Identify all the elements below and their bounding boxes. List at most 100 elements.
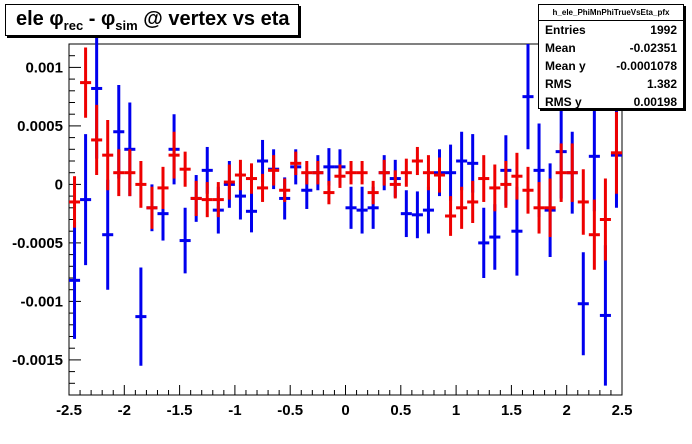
data-point (345, 161, 357, 185)
data-point (290, 151, 302, 176)
data-point (201, 182, 213, 218)
stats-row-mean: Mean -0.02351 (539, 39, 683, 57)
data-point (378, 159, 390, 186)
stats-box: h_ele_PhiMnPhiTrueVsEta_pfx Entries 1992 … (538, 4, 684, 109)
x-tick-label: -1.5 (167, 402, 193, 419)
data-marks (69, 18, 622, 386)
x-tick-label: -2 (118, 402, 131, 419)
stats-value: 1.382 (646, 77, 677, 91)
data-point (478, 155, 490, 202)
data-point (345, 186, 357, 229)
y-tick-label: -0.001 (20, 293, 63, 310)
x-tick-label: 2 (563, 402, 571, 419)
stats-value: -0.02351 (629, 41, 677, 55)
data-point (456, 131, 468, 191)
data-point (588, 101, 600, 212)
data-point (179, 207, 191, 274)
data-point (411, 191, 423, 239)
title-phi-rec: φ (49, 8, 64, 30)
title-prefix: ele (16, 8, 50, 30)
data-point (69, 221, 81, 339)
stats-label: RMS (545, 77, 572, 91)
data-point (102, 179, 114, 290)
data-point (555, 143, 567, 202)
data-point (146, 186, 158, 229)
data-point (102, 120, 114, 191)
data-point (511, 186, 523, 276)
data-point (135, 161, 147, 208)
title-sub-sim: sim (115, 18, 138, 33)
data-point (113, 149, 125, 197)
stats-label: Entries (545, 23, 586, 37)
data-point (367, 180, 379, 205)
title-phi-sim: φ (100, 8, 116, 30)
data-point (168, 131, 180, 179)
stats-value: 0.00198 (633, 95, 677, 109)
data-point (422, 186, 434, 234)
data-point (422, 155, 434, 191)
data-point (312, 161, 324, 185)
y-tick-label: 0.001 (25, 59, 63, 76)
data-point (489, 164, 501, 212)
x-tick-label: 0 (341, 402, 349, 419)
data-point (69, 176, 81, 228)
data-point (478, 207, 490, 278)
x-tick-label: -0.5 (277, 402, 303, 419)
data-point (356, 186, 368, 234)
x-tick-label: 0.5 (390, 402, 411, 419)
data-point (190, 180, 202, 216)
stats-value: -0.0001078 (616, 59, 677, 73)
y-tick-label: -0.0015 (12, 352, 63, 369)
data-point (245, 190, 258, 233)
data-point (356, 161, 368, 185)
data-point (467, 180, 479, 224)
data-point (323, 180, 335, 205)
x-tick-label: 1.5 (501, 402, 522, 419)
data-point (599, 178, 611, 261)
data-point (445, 144, 457, 201)
data-point (433, 157, 446, 193)
data-point (599, 245, 611, 386)
data-point (522, 166, 534, 214)
data-point (544, 178, 556, 238)
x-tick-label: -2.5 (56, 402, 82, 419)
data-point (456, 186, 468, 229)
data-point (588, 199, 600, 270)
stats-label: Mean y (545, 59, 586, 73)
data-point (522, 44, 534, 150)
data-point (124, 149, 136, 197)
data-point (245, 163, 258, 194)
y-tick-label: 0.0005 (17, 118, 63, 135)
data-point (533, 182, 545, 234)
data-point (400, 190, 412, 238)
data-point (577, 169, 589, 235)
stats-row-entries: Entries 1992 (539, 21, 683, 39)
data-point (323, 148, 335, 186)
data-point (80, 47, 92, 118)
data-point (234, 159, 246, 191)
data-point (179, 151, 191, 187)
x-tick-label: 2.5 (612, 402, 633, 419)
data-point (610, 111, 622, 194)
plot-frame (68, 43, 623, 396)
data-point (577, 252, 589, 356)
data-point (511, 152, 523, 200)
x-tick-label: -1 (228, 402, 241, 419)
title-suffix: @ vertex vs eta (137, 8, 290, 30)
data-point (301, 161, 313, 185)
y-tick-label: -0.0005 (12, 235, 63, 252)
title-minus: - (83, 8, 101, 30)
plot-title-box: ele φrec - φsim @ vertex vs eta (5, 4, 299, 36)
data-point (135, 267, 147, 366)
data-point (500, 161, 512, 208)
data-point (489, 204, 501, 270)
data-point (400, 158, 412, 187)
stats-row-rms: RMS 1.382 (539, 75, 683, 93)
data-point (80, 134, 92, 266)
data-point (91, 104, 103, 176)
x-tick-label: 1 (452, 402, 460, 419)
plot-title: ele φrec - φsim @ vertex vs eta (16, 8, 290, 33)
data-point (389, 170, 401, 199)
stats-histogram-name: h_ele_PhiMnPhiTrueVsEta_pfx (539, 5, 683, 21)
